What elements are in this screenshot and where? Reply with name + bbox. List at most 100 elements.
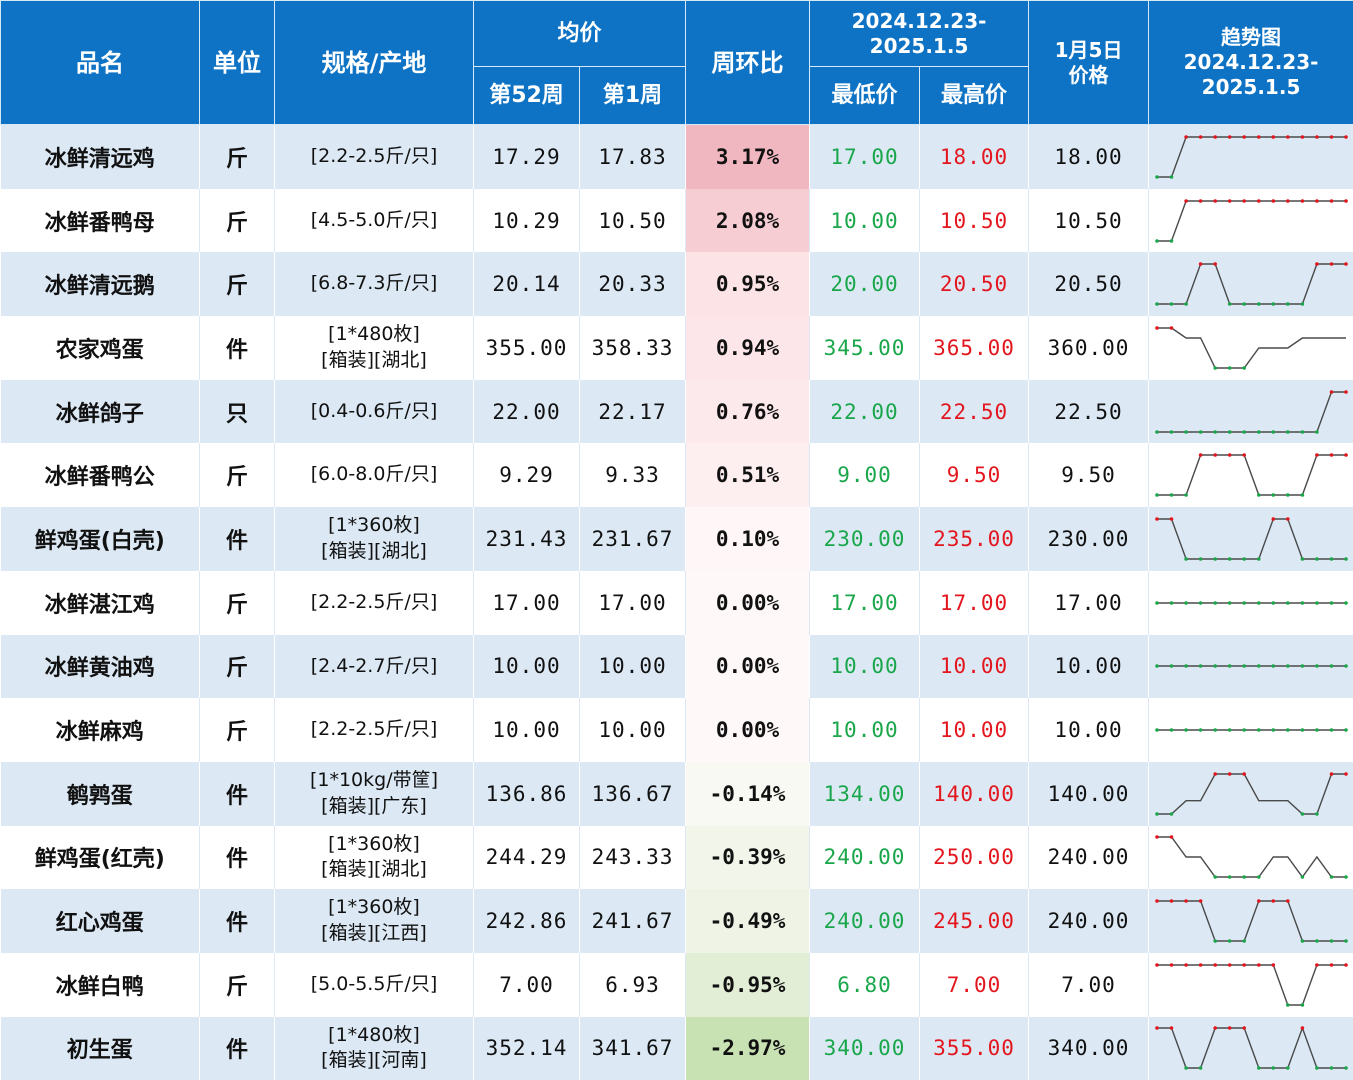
header-trend-line1: 趋势图 (1221, 25, 1282, 49)
header-chg: 周环比 (685, 0, 811, 125)
jan5-price: 17.00 (1028, 570, 1150, 635)
lowest-price: 340.00 (809, 1016, 921, 1080)
table-row: 冰鲜清远鸡斤 [2.2-2.5斤/只] 17.29 17.83 3.17% 17.00 18… (0, 124, 1353, 189)
sparkline-marker (1155, 493, 1159, 498)
sparkline-marker (1271, 429, 1276, 434)
sparkline-marker (1184, 429, 1188, 434)
spec: [2.2-2.5斤/只] (274, 570, 474, 635)
header-name: 品名 (0, 0, 200, 125)
highest-price: 22.50 (919, 379, 1030, 444)
product-name: 鲜鸡蛋(红壳) (0, 825, 200, 890)
sparkline-path (1157, 327, 1347, 369)
avg-week52: 10.00 (473, 634, 580, 699)
sparkline-marker (1344, 557, 1348, 561)
trend-sparkline-cell (1148, 124, 1353, 189)
avg-week52: 10.29 (473, 188, 580, 253)
sparkline-marker (1300, 939, 1305, 943)
sparkline-marker (1271, 135, 1276, 139)
avg-week52: 10.00 (473, 698, 580, 762)
table-row: 鲜鸡蛋(红壳) 件 [1*360枚] [箱装][湖北] 244.29 243.33 -0.3… (0, 825, 1353, 890)
avg-week52: 352.14 (473, 1016, 580, 1080)
sparkline-marker (1213, 600, 1218, 605)
unit: 件 (199, 825, 275, 890)
trend-sparkline (1155, 962, 1348, 1007)
week-change: 0.00% (685, 570, 811, 635)
week-change: 0.95% (685, 252, 811, 317)
sparkline-marker (1329, 389, 1334, 394)
jan5-price: 20.50 (1028, 252, 1150, 317)
sparkline-marker (1257, 600, 1261, 605)
header-avg: 均价 (472, 0, 687, 67)
sparkline-marker (1227, 664, 1232, 669)
sparkline-marker (1300, 600, 1305, 605)
sparkline-path (1157, 454, 1347, 496)
week-change: -0.49% (685, 889, 811, 953)
sparkline-marker (1198, 557, 1203, 561)
sparkline-marker (1184, 198, 1188, 203)
product-name: 红心鸡蛋 (0, 889, 200, 953)
jan5-price: 240.00 (1028, 825, 1150, 890)
sparkline-marker (1300, 135, 1305, 139)
lowest-price: 134.00 (809, 761, 921, 826)
sparkline-marker (1242, 1026, 1247, 1031)
table-row: 农家鸡蛋件 [1*480枚] [箱装][湖北] 355.00 358.33 0.94% 34… (0, 316, 1353, 380)
lowest-price: 20.00 (809, 252, 921, 317)
spec: [1*480枚] [箱装][河南] (274, 1016, 474, 1080)
avg-week52: 242.86 (473, 889, 580, 953)
table-row: 红心鸡蛋件 [1*360枚] [箱装][江西] 242.86 241.67 -0.49% 2… (0, 889, 1353, 953)
sparkline-marker (1344, 962, 1348, 967)
week-change: -0.39% (685, 825, 811, 890)
avg-week1: 241.67 (579, 889, 687, 953)
jan5-price: 340.00 (1028, 1016, 1150, 1080)
sparkline-path (1157, 1026, 1347, 1070)
sparkline-marker (1242, 302, 1247, 307)
sparkline-marker (1227, 1026, 1232, 1031)
sparkline-marker (1227, 366, 1232, 370)
sparkline-marker (1329, 771, 1334, 776)
sparkline-marker (1184, 962, 1188, 967)
jan5-price: 22.50 (1028, 379, 1150, 444)
spec: [0.4-0.6斤/只] (274, 379, 474, 444)
sparkline-marker (1198, 962, 1203, 967)
header-jan5: 1月5日 价格 (1028, 0, 1150, 125)
sparkline-marker (1286, 302, 1290, 307)
sparkline-marker (1169, 238, 1174, 243)
sparkline-marker (1315, 262, 1319, 267)
sparkline-marker (1315, 557, 1319, 561)
avg-week52: 9.29 (473, 443, 580, 508)
sparkline-marker (1198, 600, 1203, 605)
sparkline-marker (1169, 326, 1174, 330)
sparkline-marker (1329, 728, 1334, 732)
trend-sparkline-cell (1148, 443, 1353, 508)
sparkline-marker (1155, 899, 1159, 903)
trend-sparkline (1155, 664, 1348, 669)
highest-price: 10.00 (919, 634, 1030, 699)
table-row: 冰鲜番鸭母斤 [4.5-5.0斤/只] 10.29 10.50 2.08% 10.00 10… (0, 188, 1353, 253)
trend-sparkline-cell (1148, 952, 1353, 1017)
spec-line2: [箱装][湖北] (321, 858, 427, 881)
sparkline-marker (1271, 664, 1276, 669)
sparkline-marker (1300, 875, 1305, 880)
sparkline-marker (1242, 664, 1247, 669)
sparkline-marker (1344, 453, 1348, 458)
sparkline-marker (1315, 1066, 1319, 1071)
sparkline-marker (1155, 326, 1159, 330)
jan5-price: 240.00 (1028, 889, 1150, 953)
sparkline-marker (1329, 1066, 1334, 1071)
sparkline-marker (1286, 728, 1290, 732)
sparkline-marker (1329, 875, 1334, 880)
spec-line1: [1*360枚] (328, 832, 420, 855)
lowest-price: 10.00 (809, 188, 921, 253)
lowest-price: 345.00 (809, 316, 921, 380)
sparkline-marker (1155, 302, 1159, 307)
unit: 件 (199, 507, 275, 571)
jan5-price: 10.00 (1028, 634, 1150, 699)
sparkline-marker (1286, 600, 1290, 605)
table-row: 冰鲜麻鸡斤 [2.2-2.5斤/只] 10.00 10.00 0.00% 10.00 10.… (0, 698, 1353, 762)
highest-price: 9.50 (919, 443, 1030, 508)
spec: [4.5-5.0斤/只] (274, 188, 474, 253)
spec: [1*360枚] [箱装][湖北] (274, 507, 474, 571)
header-trend-line3: 2025.1.5 (1201, 75, 1301, 99)
spec-line1: [6.0-8.0斤/只] (310, 463, 438, 486)
sparkline-marker (1184, 493, 1188, 498)
